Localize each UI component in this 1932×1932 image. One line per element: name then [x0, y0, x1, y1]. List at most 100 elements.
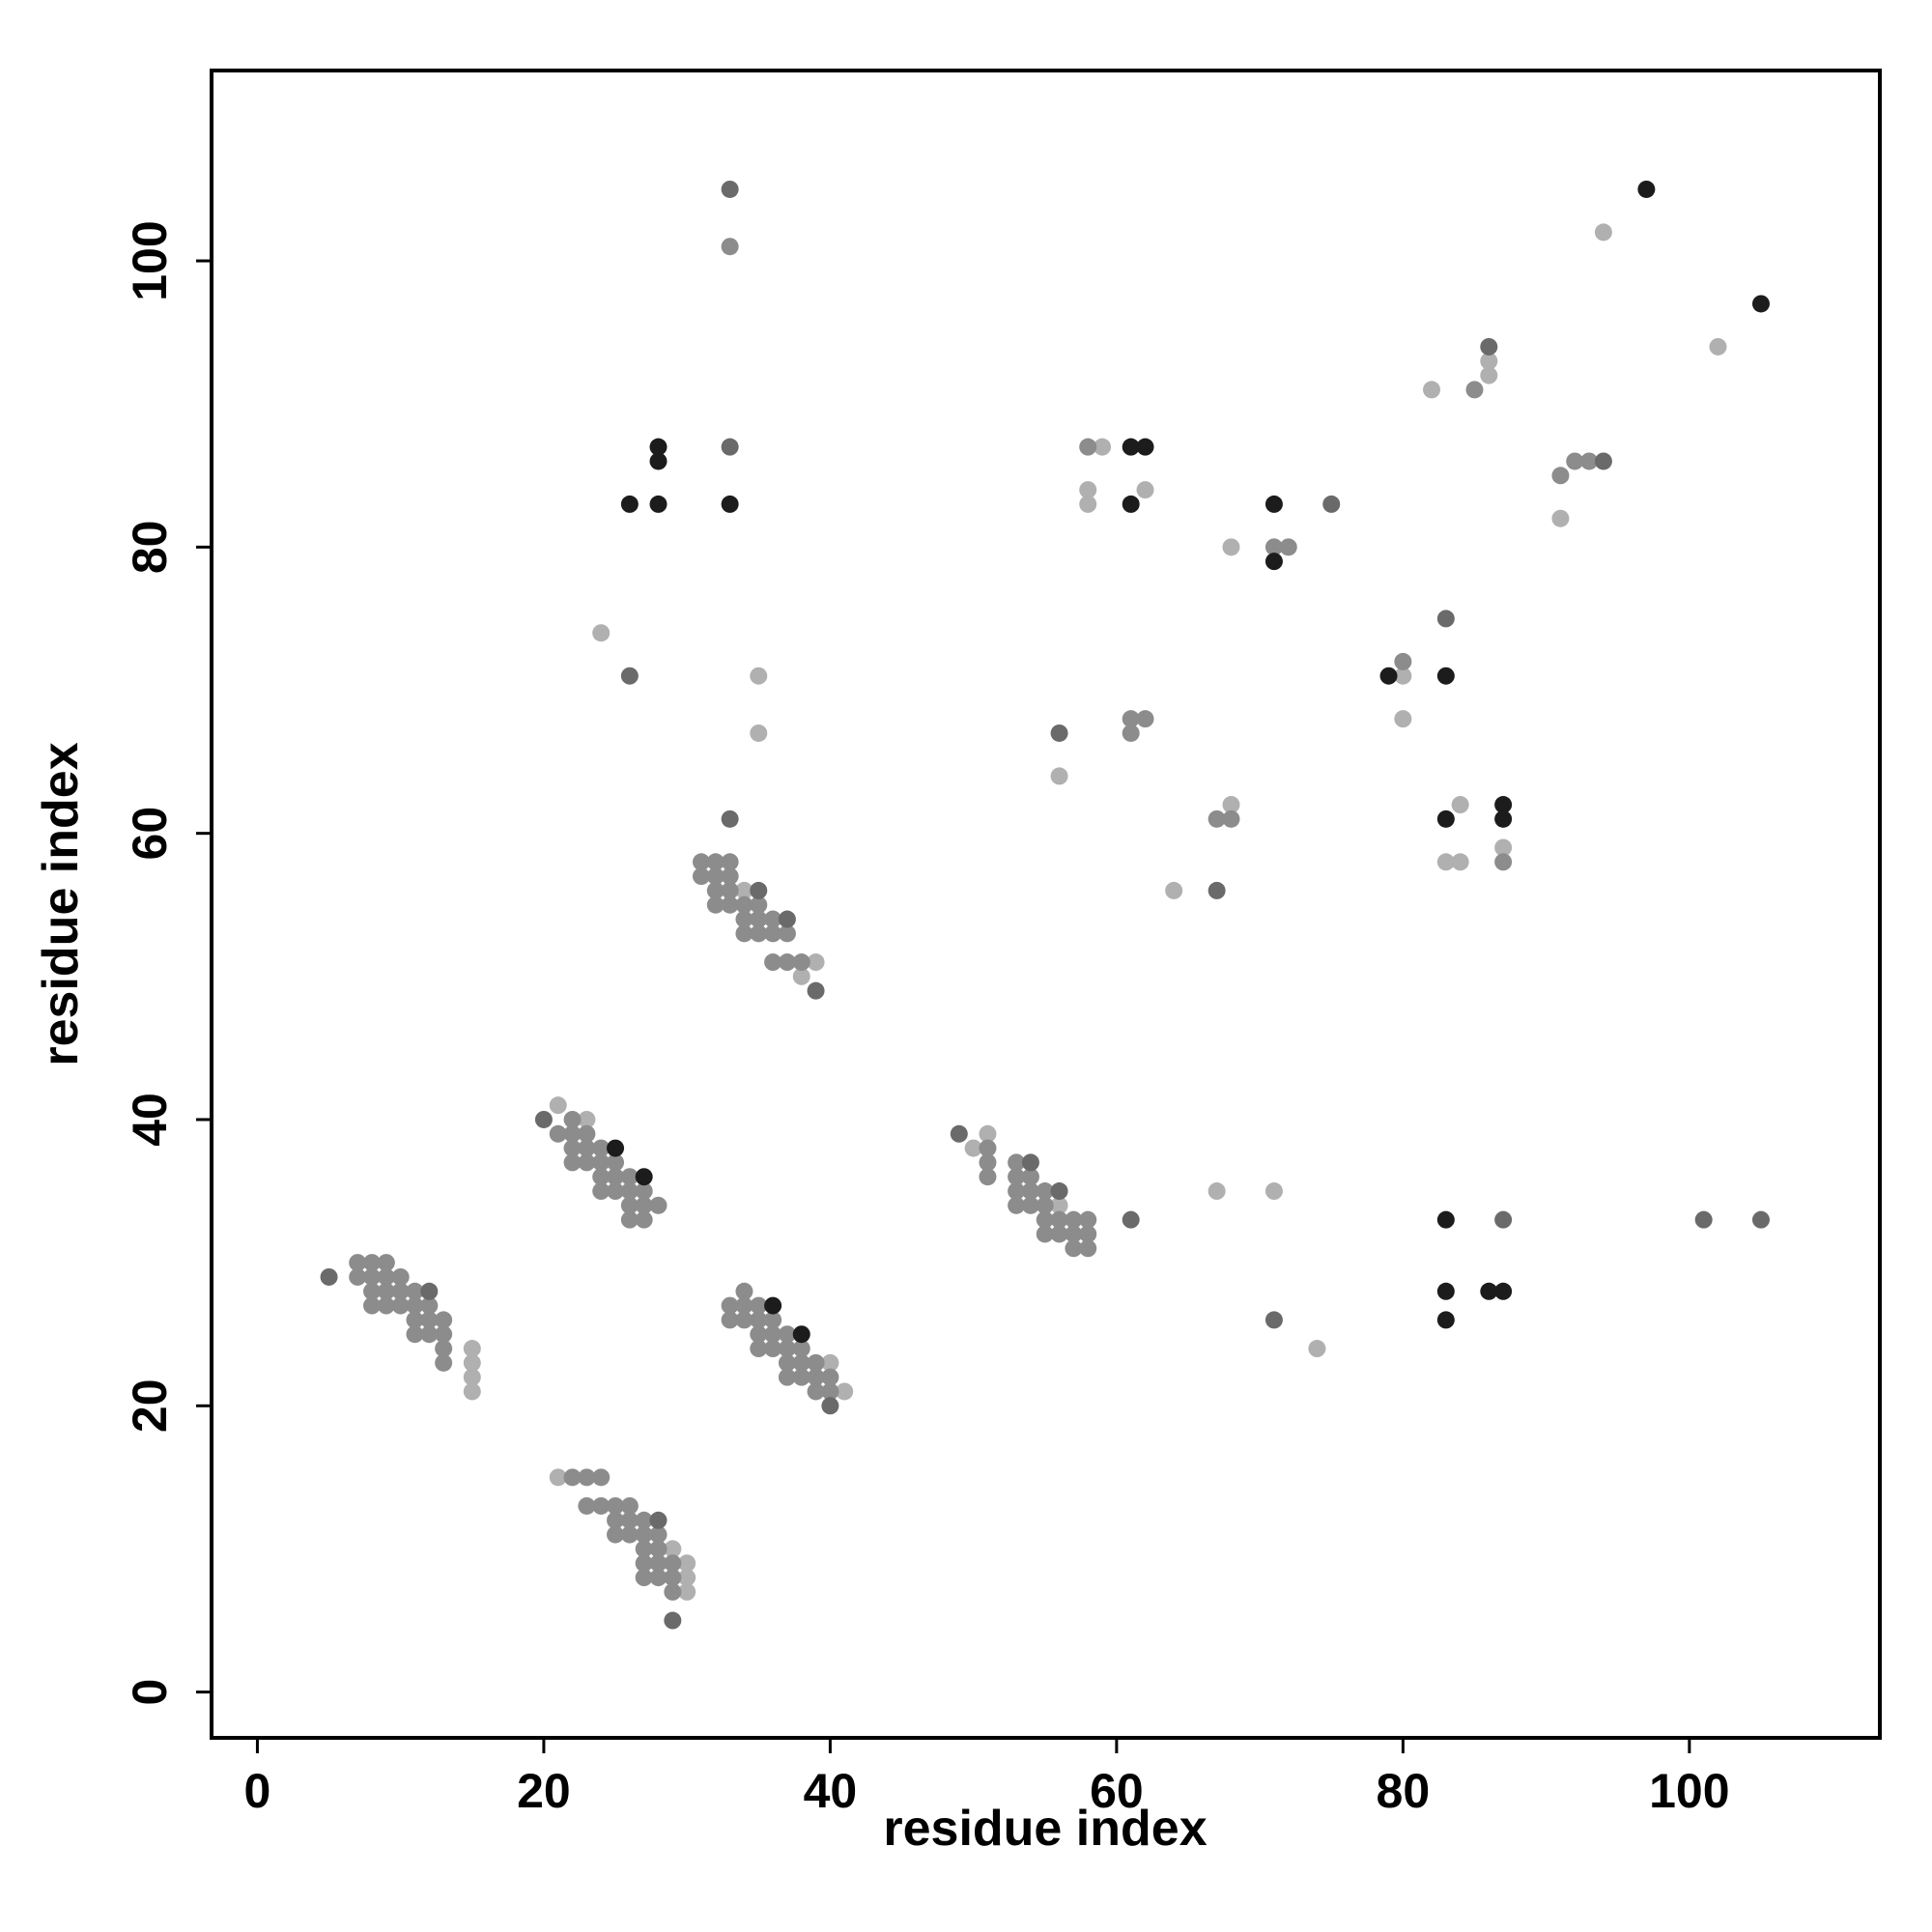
point	[750, 1340, 768, 1358]
point	[563, 1124, 582, 1143]
point	[406, 1296, 424, 1315]
point	[821, 1368, 839, 1386]
point	[750, 1311, 768, 1329]
point	[1008, 1182, 1026, 1201]
point	[1122, 710, 1140, 728]
point	[1094, 438, 1112, 456]
point	[678, 1582, 696, 1601]
point	[1050, 724, 1068, 742]
point	[664, 1540, 682, 1558]
point	[1122, 495, 1140, 513]
point	[1222, 538, 1240, 556]
point	[635, 1511, 653, 1529]
point	[1494, 796, 1513, 814]
point	[1036, 1196, 1054, 1214]
point	[1394, 652, 1412, 670]
point	[377, 1282, 395, 1300]
point	[563, 1153, 582, 1172]
point	[1436, 1210, 1455, 1229]
point	[1136, 481, 1154, 499]
x-tick-label: 80	[1377, 1764, 1431, 1818]
point	[750, 924, 768, 943]
x-tick-label: 0	[244, 1764, 271, 1818]
point	[1494, 1210, 1513, 1229]
y-tick-label: 20	[123, 1378, 177, 1433]
point	[420, 1325, 439, 1344]
point	[721, 180, 739, 198]
point	[1050, 767, 1068, 785]
point	[1021, 1168, 1039, 1186]
point	[607, 1168, 625, 1186]
point	[1551, 467, 1570, 485]
point	[692, 853, 710, 871]
point	[349, 1254, 367, 1272]
point	[979, 1139, 997, 1157]
y-tick-label: 0	[123, 1679, 177, 1706]
point	[836, 1382, 854, 1401]
point	[592, 1468, 611, 1487]
point	[391, 1296, 410, 1315]
point	[1021, 1196, 1039, 1214]
point	[1222, 796, 1240, 814]
point	[792, 1325, 810, 1344]
point	[463, 1353, 481, 1372]
point	[578, 1468, 596, 1487]
point	[563, 1110, 582, 1128]
point	[678, 1554, 696, 1573]
point	[406, 1282, 424, 1300]
point	[750, 910, 768, 928]
point	[1580, 452, 1599, 470]
point	[592, 1153, 611, 1172]
point	[635, 1168, 653, 1186]
point	[721, 853, 739, 871]
point	[1451, 796, 1469, 814]
point	[1494, 838, 1513, 857]
point	[435, 1311, 453, 1329]
point	[549, 1124, 567, 1143]
point	[792, 967, 810, 985]
point	[649, 438, 668, 456]
point	[1208, 1182, 1226, 1201]
point	[1050, 1225, 1068, 1243]
point	[821, 1353, 839, 1372]
point	[435, 1325, 453, 1344]
point	[563, 1468, 582, 1487]
point	[1594, 452, 1612, 470]
point	[721, 810, 739, 828]
x-axis-title: residue index	[883, 1801, 1207, 1857]
point	[735, 1282, 753, 1300]
point	[1079, 1225, 1097, 1243]
point	[778, 1368, 796, 1386]
point	[664, 1569, 682, 1587]
point	[620, 1168, 639, 1186]
point	[607, 1496, 625, 1515]
point	[635, 1569, 653, 1587]
point	[435, 1353, 453, 1372]
point	[649, 1196, 668, 1214]
point	[979, 1168, 997, 1186]
point	[635, 1554, 653, 1573]
point	[1394, 667, 1412, 685]
point	[1264, 553, 1283, 571]
point	[1751, 1210, 1770, 1229]
point	[620, 1182, 639, 1201]
x-tick-label: 60	[1090, 1764, 1144, 1818]
y-tick-label: 60	[123, 807, 177, 861]
point	[1480, 1282, 1498, 1300]
point	[1036, 1210, 1054, 1229]
point	[1165, 881, 1183, 899]
point	[620, 1196, 639, 1214]
point	[706, 867, 724, 886]
point	[1021, 1182, 1039, 1201]
point	[1436, 667, 1455, 685]
point	[1322, 495, 1341, 513]
point	[1394, 710, 1412, 728]
point	[1264, 1182, 1283, 1201]
point	[1594, 223, 1612, 242]
point	[1709, 337, 1727, 355]
y-tick-label: 100	[123, 220, 177, 300]
point	[406, 1311, 424, 1329]
point	[1494, 1282, 1513, 1300]
point	[1208, 881, 1226, 899]
point	[420, 1296, 439, 1315]
